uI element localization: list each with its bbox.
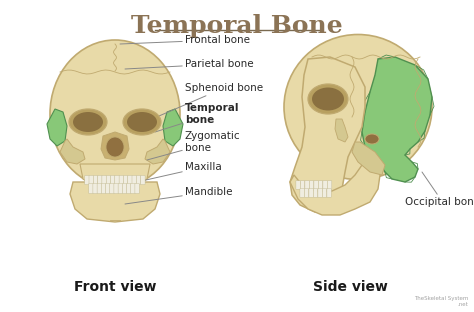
FancyBboxPatch shape — [114, 183, 118, 193]
Text: Temporal
bone: Temporal bone — [155, 103, 239, 132]
Polygon shape — [290, 157, 380, 215]
Ellipse shape — [69, 109, 107, 135]
FancyBboxPatch shape — [131, 183, 135, 193]
Text: Mandible: Mandible — [125, 187, 233, 204]
FancyBboxPatch shape — [106, 183, 110, 193]
FancyBboxPatch shape — [109, 183, 114, 193]
FancyBboxPatch shape — [97, 183, 101, 193]
Text: Parietal bone: Parietal bone — [125, 59, 254, 69]
Ellipse shape — [365, 134, 379, 144]
Ellipse shape — [127, 112, 157, 132]
FancyBboxPatch shape — [135, 183, 139, 193]
FancyBboxPatch shape — [89, 175, 93, 184]
Polygon shape — [101, 132, 129, 160]
FancyBboxPatch shape — [319, 181, 323, 189]
FancyBboxPatch shape — [296, 181, 301, 189]
Polygon shape — [362, 57, 432, 182]
FancyBboxPatch shape — [305, 181, 310, 189]
Ellipse shape — [106, 137, 124, 157]
FancyBboxPatch shape — [128, 175, 132, 184]
FancyBboxPatch shape — [301, 181, 305, 189]
FancyBboxPatch shape — [314, 181, 319, 189]
Polygon shape — [352, 142, 385, 175]
FancyBboxPatch shape — [122, 183, 127, 193]
Ellipse shape — [312, 87, 344, 110]
Text: Zygomatic
bone: Zygomatic bone — [147, 131, 241, 160]
FancyBboxPatch shape — [328, 181, 332, 189]
Polygon shape — [47, 109, 67, 146]
FancyBboxPatch shape — [102, 175, 106, 184]
FancyBboxPatch shape — [93, 183, 97, 193]
FancyBboxPatch shape — [309, 189, 313, 197]
FancyBboxPatch shape — [327, 189, 331, 197]
Text: Frontal bone: Frontal bone — [120, 35, 250, 45]
FancyBboxPatch shape — [119, 175, 124, 184]
FancyBboxPatch shape — [322, 189, 327, 197]
Text: Occipital bone: Occipital bone — [405, 172, 474, 207]
Ellipse shape — [123, 109, 161, 135]
Polygon shape — [70, 182, 160, 222]
FancyBboxPatch shape — [118, 183, 123, 193]
FancyBboxPatch shape — [93, 175, 98, 184]
FancyBboxPatch shape — [85, 175, 89, 184]
Text: Temporal Bone: Temporal Bone — [131, 14, 343, 38]
FancyBboxPatch shape — [123, 175, 128, 184]
Polygon shape — [163, 109, 183, 146]
Polygon shape — [290, 57, 365, 212]
Text: TheSkeletal System
.net: TheSkeletal System .net — [414, 296, 468, 307]
Polygon shape — [60, 139, 85, 164]
FancyBboxPatch shape — [110, 175, 115, 184]
Ellipse shape — [50, 40, 180, 188]
FancyBboxPatch shape — [141, 175, 145, 184]
Polygon shape — [80, 164, 150, 188]
Polygon shape — [335, 119, 348, 142]
FancyBboxPatch shape — [98, 175, 102, 184]
FancyBboxPatch shape — [300, 189, 304, 197]
FancyBboxPatch shape — [313, 189, 318, 197]
FancyBboxPatch shape — [115, 175, 119, 184]
Ellipse shape — [73, 112, 103, 132]
FancyBboxPatch shape — [310, 181, 314, 189]
FancyBboxPatch shape — [323, 181, 328, 189]
Text: Side view: Side view — [312, 280, 387, 294]
FancyBboxPatch shape — [132, 175, 137, 184]
FancyBboxPatch shape — [127, 183, 131, 193]
FancyBboxPatch shape — [106, 175, 111, 184]
Ellipse shape — [284, 35, 432, 179]
Polygon shape — [145, 139, 170, 164]
FancyBboxPatch shape — [304, 189, 309, 197]
FancyBboxPatch shape — [318, 189, 322, 197]
Ellipse shape — [308, 84, 348, 114]
FancyBboxPatch shape — [89, 183, 93, 193]
FancyBboxPatch shape — [137, 175, 141, 184]
Text: Maxilla: Maxilla — [137, 162, 222, 182]
Text: Front view: Front view — [74, 280, 156, 294]
Text: Sphenoid bone: Sphenoid bone — [145, 83, 263, 122]
FancyBboxPatch shape — [101, 183, 106, 193]
